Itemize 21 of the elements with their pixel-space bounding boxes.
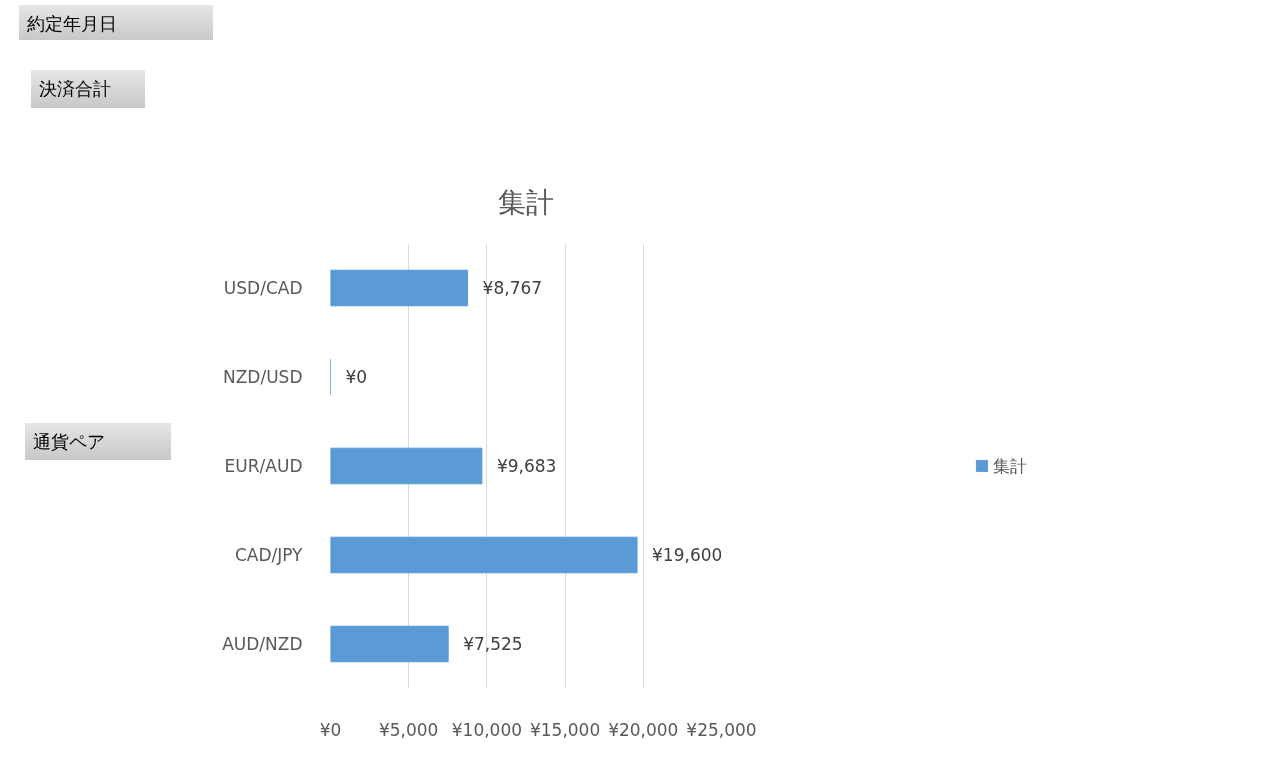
data-label: ¥7,525 xyxy=(463,634,523,654)
y-tick-label: NZD/USD xyxy=(223,367,303,387)
y-tick-label: USD/CAD xyxy=(223,278,303,298)
x-tick-label: ¥10,000 xyxy=(451,719,523,740)
x-tick-label: ¥0 xyxy=(319,719,342,740)
data-label: ¥8,767 xyxy=(482,278,543,298)
text: 通貨ペア xyxy=(33,430,105,454)
chart-title: 集計 xyxy=(498,185,554,219)
text: 約定年月日 xyxy=(27,12,117,36)
y-tick-label: CAD/JPY xyxy=(234,545,304,565)
x-tick-label: ¥15,000 xyxy=(529,719,601,740)
x-tick-label: ¥25,000 xyxy=(686,719,757,740)
x-tick-label: ¥5,000 xyxy=(378,719,439,740)
data-label: ¥0 xyxy=(345,367,368,387)
y-tick-label: EUR/AUD xyxy=(224,456,303,476)
x-tick-label: ¥20,000 xyxy=(608,719,679,740)
y-tick-label: AUD/NZD xyxy=(222,634,303,654)
text: 決済合計 xyxy=(39,77,111,101)
legend-label: 集計 xyxy=(993,454,1027,477)
data-label: ¥19,600 xyxy=(652,545,723,565)
data-label: ¥9,683 xyxy=(496,456,557,476)
